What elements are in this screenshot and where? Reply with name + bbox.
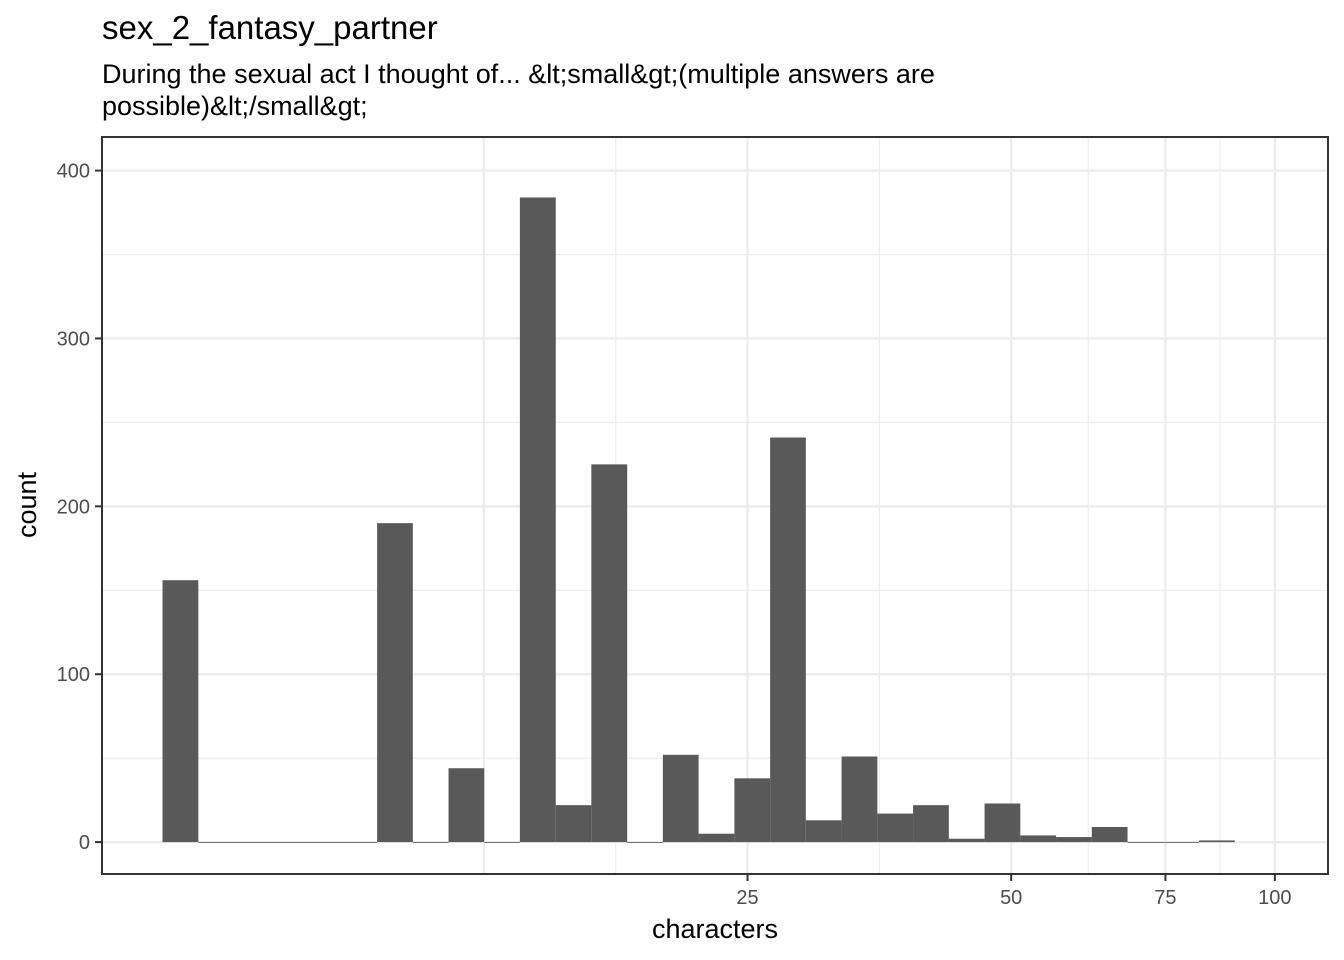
histogram-bar bbox=[162, 580, 199, 843]
chart-title: sex_2_fantasy_partner bbox=[102, 9, 438, 46]
x-axis: 25 50 75 100 bbox=[736, 874, 1292, 909]
histogram-bar bbox=[555, 805, 592, 843]
histogram-bar bbox=[627, 842, 663, 843]
histogram-bar bbox=[734, 778, 771, 843]
histogram-bar bbox=[841, 756, 878, 843]
histogram-bar bbox=[412, 842, 449, 843]
x-tick-label: 75 bbox=[1154, 887, 1176, 909]
histogram-bar bbox=[484, 842, 520, 843]
histogram-bar bbox=[1091, 826, 1128, 843]
chart-subtitle: During the sexual act I thought of... &l… bbox=[102, 59, 935, 121]
y-tick-label: 200 bbox=[57, 496, 90, 518]
histogram-bar bbox=[805, 820, 842, 843]
histogram-bar bbox=[1199, 840, 1235, 843]
histogram-bar bbox=[662, 754, 699, 843]
histogram-bar bbox=[984, 803, 1021, 843]
histogram-bar bbox=[377, 523, 413, 843]
x-axis-title: characters bbox=[652, 914, 778, 944]
histogram-bar bbox=[305, 842, 342, 843]
histogram-bar bbox=[698, 833, 735, 843]
histogram-bar bbox=[233, 842, 270, 843]
y-tick-label: 300 bbox=[57, 328, 90, 350]
histogram-bar bbox=[448, 768, 485, 843]
histogram-bar bbox=[1127, 842, 1164, 843]
histogram-bar bbox=[913, 805, 949, 843]
y-axis-title: count bbox=[12, 471, 42, 538]
x-tick-label: 25 bbox=[736, 887, 758, 909]
y-tick-label: 400 bbox=[57, 161, 90, 183]
histogram-bar bbox=[269, 842, 306, 843]
y-tick-label: 0 bbox=[79, 832, 90, 854]
histogram-bar bbox=[1163, 842, 1200, 843]
histogram-bar bbox=[1020, 835, 1057, 843]
y-tick-label: 100 bbox=[57, 664, 90, 686]
x-tick-label: 100 bbox=[1258, 887, 1291, 909]
histogram-bar bbox=[341, 842, 378, 843]
histogram-bar bbox=[1056, 837, 1092, 843]
histogram-bar bbox=[877, 813, 914, 843]
histogram-bar bbox=[948, 838, 985, 843]
histogram-bar bbox=[770, 437, 806, 843]
y-axis: 0 100 200 300 400 bbox=[57, 161, 102, 854]
histogram-bar bbox=[198, 842, 234, 843]
histogram-bars bbox=[162, 197, 1235, 843]
x-tick-label: 50 bbox=[1000, 887, 1022, 909]
histogram-bar bbox=[519, 197, 556, 843]
histogram-bar bbox=[591, 464, 628, 843]
